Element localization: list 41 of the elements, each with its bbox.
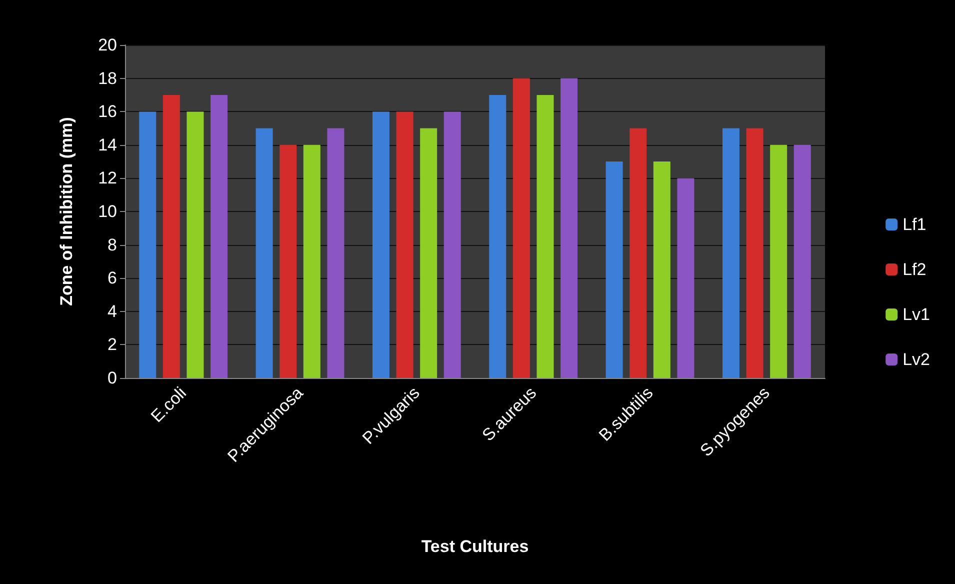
legend-label: Lv1 xyxy=(902,305,930,324)
y-tick-label: 10 xyxy=(98,202,117,221)
bar xyxy=(630,128,647,378)
bar xyxy=(280,144,297,378)
legend-label: Lv2 xyxy=(902,350,930,369)
bar xyxy=(372,112,390,378)
bar xyxy=(420,128,438,378)
bar xyxy=(303,144,320,378)
y-tick-label: 16 xyxy=(98,102,117,122)
bar xyxy=(794,144,811,378)
y-tick-label: 18 xyxy=(98,68,117,88)
bar xyxy=(606,162,623,378)
bar xyxy=(512,78,530,378)
bar xyxy=(653,162,670,378)
x-axis-title: Test Cultures xyxy=(421,537,529,556)
bar xyxy=(210,94,228,378)
bar xyxy=(396,112,414,378)
bar xyxy=(162,94,180,378)
y-tick-label: 6 xyxy=(108,268,117,288)
y-tick-label: 12 xyxy=(98,168,117,188)
bar xyxy=(560,78,578,378)
y-tick-label: 4 xyxy=(108,302,117,321)
legend-label: Lf1 xyxy=(902,215,926,234)
bar xyxy=(489,94,506,378)
bar xyxy=(722,128,740,378)
bar xyxy=(677,178,694,378)
bar xyxy=(444,112,461,378)
bar xyxy=(746,128,764,378)
bar xyxy=(770,144,788,378)
y-tick-label: 0 xyxy=(108,368,117,388)
bar xyxy=(186,112,204,378)
y-tick-label: 2 xyxy=(108,335,117,354)
y-tick-label: 8 xyxy=(108,235,117,254)
bar xyxy=(327,128,344,378)
bar xyxy=(139,112,156,378)
y-tick-label: 20 xyxy=(98,36,117,54)
y-axis-title: Zone of Inhibition (mm) xyxy=(57,117,76,306)
y-tick-label: 14 xyxy=(98,135,117,154)
bar xyxy=(256,128,273,378)
legend-label: Lf2 xyxy=(902,260,926,279)
bar xyxy=(536,94,554,378)
